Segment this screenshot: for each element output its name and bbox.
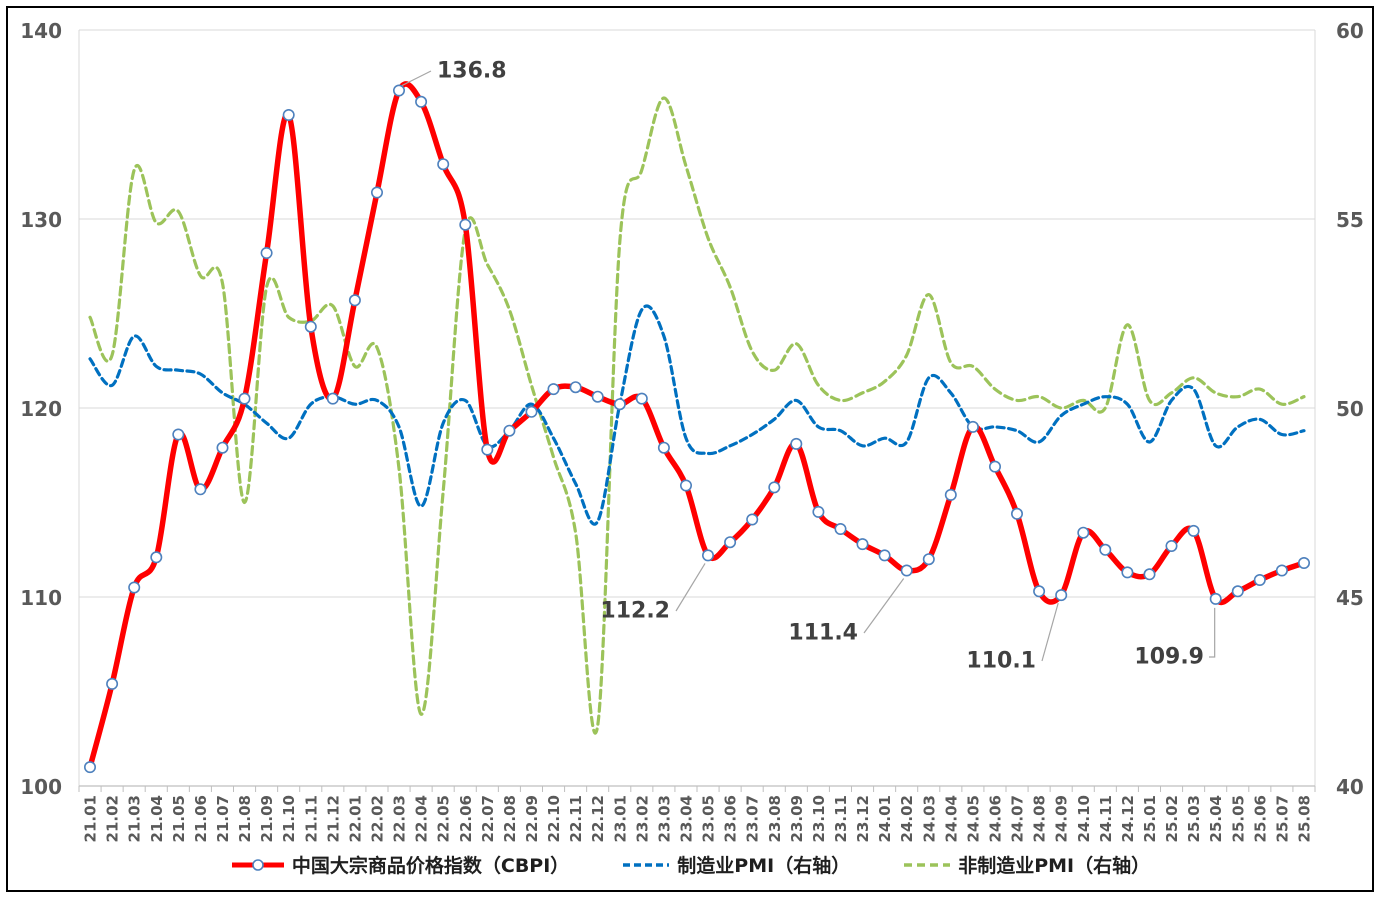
- svg-text:25.04: 25.04: [1207, 795, 1225, 842]
- svg-text:45: 45: [1336, 586, 1364, 610]
- svg-text:23.05: 23.05: [700, 795, 718, 842]
- image-frame: [6, 6, 1374, 892]
- svg-text:24.11: 24.11: [1097, 795, 1115, 842]
- nonmfg-pmi-line-swatch: [904, 862, 951, 867]
- svg-text:21.08: 21.08: [236, 795, 254, 842]
- svg-text:21.01: 21.01: [82, 795, 100, 842]
- svg-text:23.10: 23.10: [810, 795, 828, 842]
- legend-label-cbpi: 中国大宗商品价格指数（CBPI）: [291, 855, 570, 877]
- svg-text:24.06: 24.06: [986, 795, 1004, 842]
- svg-text:24.04: 24.04: [942, 795, 960, 842]
- svg-text:23.08: 23.08: [766, 795, 784, 842]
- x-axis: [78, 785, 1316, 792]
- svg-text:23.12: 23.12: [854, 795, 872, 842]
- svg-text:23.04: 23.04: [677, 795, 695, 842]
- svg-text:24.02: 24.02: [898, 795, 916, 842]
- svg-text:130: 130: [20, 208, 62, 232]
- svg-text:21.03: 21.03: [126, 795, 144, 842]
- svg-text:24.10: 24.10: [1075, 795, 1093, 842]
- svg-text:23.11: 23.11: [832, 795, 850, 842]
- right-axis-labels: 60 55 50 45 40: [1336, 19, 1364, 799]
- svg-text:40: 40: [1336, 775, 1364, 799]
- svg-text:23.03: 23.03: [655, 795, 673, 842]
- svg-text:22.04: 22.04: [413, 795, 431, 842]
- legend-item-nonmfg-pmi: 非制造业PMI（右轴）: [902, 851, 1150, 878]
- svg-text:23.07: 23.07: [744, 795, 762, 842]
- svg-text:55: 55: [1336, 208, 1364, 232]
- svg-text:120: 120: [20, 397, 62, 421]
- svg-text:24.03: 24.03: [920, 795, 938, 842]
- svg-text:60: 60: [1336, 19, 1364, 43]
- svg-text:22.07: 22.07: [479, 795, 497, 842]
- svg-text:22.10: 22.10: [545, 795, 563, 842]
- svg-text:21.09: 21.09: [258, 795, 276, 842]
- svg-text:25.02: 25.02: [1163, 795, 1181, 842]
- svg-text:140: 140: [20, 19, 62, 43]
- svg-text:25.01: 25.01: [1141, 795, 1159, 842]
- svg-text:22.09: 22.09: [523, 795, 541, 842]
- svg-text:24.12: 24.12: [1119, 795, 1137, 842]
- svg-text:50: 50: [1336, 397, 1364, 421]
- svg-text:23.06: 23.06: [722, 795, 740, 842]
- svg-text:24.08: 24.08: [1031, 795, 1049, 842]
- x-axis-labels: 21.01 21.02 21.03 21.04 21.05 21.06 21.07 21.08…: [82, 795, 1314, 842]
- svg-text:25.03: 25.03: [1185, 795, 1203, 842]
- data-label: 109.9: [1134, 645, 1204, 670]
- cbpi-markers: [84, 84, 1311, 774]
- mfg-pmi-line: [88, 304, 1306, 526]
- nonmfg-pmi-line: [88, 96, 1306, 735]
- svg-text:22.12: 22.12: [589, 795, 607, 842]
- svg-text:22.11: 22.11: [567, 795, 585, 842]
- svg-text:25.06: 25.06: [1251, 795, 1269, 842]
- legend-item-cbpi: 中国大宗商品价格指数（CBPI）: [230, 851, 569, 878]
- chart-legend: 中国大宗商品价格指数（CBPI） 制造业PMI（右轴） 非制造业PMI（右轴）: [0, 851, 1380, 878]
- svg-text:22.05: 22.05: [435, 795, 453, 842]
- mfg-pmi-line-swatch: [623, 862, 670, 867]
- left-axis-labels: 140 130 120 110 100: [20, 19, 62, 799]
- svg-text:100: 100: [20, 775, 62, 799]
- svg-text:21.07: 21.07: [214, 795, 232, 842]
- svg-text:25.08: 25.08: [1295, 795, 1313, 842]
- svg-text:22.03: 22.03: [391, 795, 409, 842]
- svg-text:23.09: 23.09: [788, 795, 806, 842]
- svg-text:24.05: 24.05: [964, 795, 982, 842]
- svg-text:22.01: 22.01: [346, 795, 364, 842]
- svg-text:24.07: 24.07: [1009, 795, 1027, 842]
- cbpi-line-swatch: [231, 858, 284, 871]
- legend-item-mfg-pmi: 制造业PMI（右轴）: [621, 851, 850, 878]
- svg-text:22.02: 22.02: [368, 795, 386, 842]
- data-label: 112.2: [600, 599, 670, 624]
- svg-text:22.06: 22.06: [457, 795, 475, 842]
- svg-text:21.06: 21.06: [192, 795, 210, 842]
- legend-label-mfg-pmi: 制造业PMI（右轴）: [677, 855, 851, 877]
- data-label: 136.8: [437, 59, 507, 84]
- svg-text:21.10: 21.10: [280, 795, 298, 842]
- data-label: 110.1: [966, 649, 1036, 674]
- data-label: 111.4: [788, 621, 858, 646]
- svg-text:23.01: 23.01: [611, 795, 629, 842]
- svg-text:25.05: 25.05: [1229, 795, 1247, 842]
- svg-text:21.02: 21.02: [104, 795, 122, 842]
- annotations: 136.8 112.2 111.4 110.1 109.9: [401, 59, 1216, 674]
- svg-text:25.07: 25.07: [1273, 795, 1291, 842]
- svg-text:24.09: 24.09: [1053, 795, 1071, 842]
- svg-text:21.04: 21.04: [148, 795, 166, 842]
- cbpi-line: [87, 81, 1307, 770]
- svg-text:24.01: 24.01: [876, 795, 894, 842]
- svg-text:21.12: 21.12: [324, 795, 342, 842]
- svg-text:110: 110: [20, 586, 62, 610]
- svg-text:22.08: 22.08: [501, 795, 519, 842]
- svg-text:23.02: 23.02: [633, 795, 651, 842]
- svg-text:21.11: 21.11: [302, 795, 320, 842]
- legend-label-nonmfg-pmi: 非制造业PMI（右轴）: [958, 855, 1151, 877]
- svg-text:21.05: 21.05: [170, 795, 188, 842]
